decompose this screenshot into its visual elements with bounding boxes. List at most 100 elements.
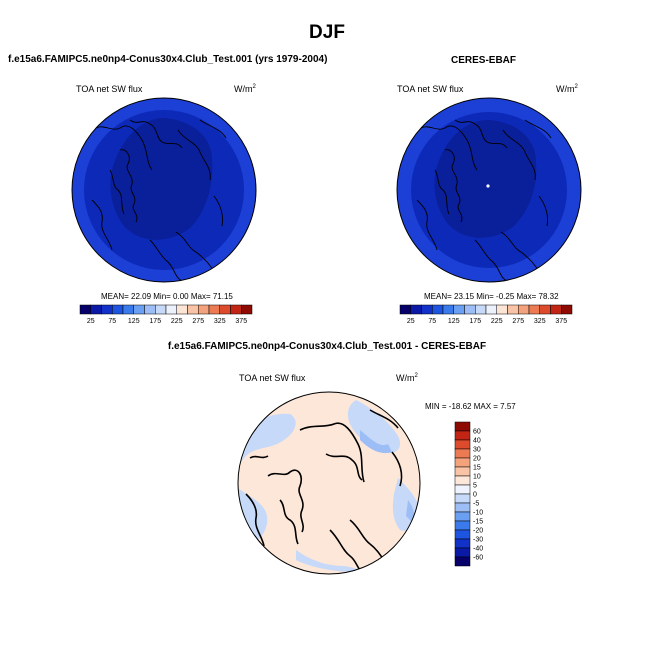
diff-colorbar-tick-label: -15: [473, 519, 483, 526]
diff-colorbar-swatch: [454, 511, 471, 522]
min-marker: [486, 184, 490, 188]
obs-colorbar-tick-label: 375: [555, 318, 567, 325]
contour-zone-0-25: [434, 120, 537, 238]
obs-colorbar-tick-label: 75: [428, 318, 436, 325]
obs-stats: MEAN= 23.15 Min= -0.25 Max= 78.32: [424, 292, 559, 301]
diff-colorbar-swatch: [454, 430, 471, 441]
model-colorbar-swatch: [198, 304, 210, 315]
model-colorbar-swatch: [90, 304, 102, 315]
diff-colorbar-swatch: [454, 421, 471, 432]
model-stats: MEAN= 22.09 Min= 0.00 Max= 71.15: [101, 292, 233, 301]
diff-colorbar-tick-label: 5: [473, 483, 477, 490]
model-colorbar-tick-label: 325: [214, 318, 226, 325]
diff-colorbar-swatch: [454, 448, 471, 459]
diff-colorbar-tick-label: 60: [473, 429, 481, 436]
obs-colorbar-swatch: [496, 304, 508, 315]
diff-colorbar-swatch: [454, 475, 471, 486]
obs-colorbar-swatch: [432, 304, 444, 315]
contour-zone-neg10-neg5: [296, 550, 361, 573]
obs-colorbar-swatch: [442, 304, 454, 315]
model-colorbar: 25 75 125 175 225 275 325 375: [79, 304, 253, 325]
model-colorbar-swatch: [241, 304, 253, 315]
diff-colorbar-swatch: [454, 556, 471, 567]
diff-colorbar-swatch: [454, 547, 471, 558]
diff-colorbar: 60 40 30 20 15 10 5 0 -5 -10 -15 -20 -30 -40 -60: [454, 421, 483, 567]
obs-colorbar-swatch: [507, 304, 519, 315]
contour-zone-neg10-neg5: [347, 400, 401, 454]
diff-stats: MIN = -18.62 MAX = 7.57: [425, 402, 516, 411]
diff-colorbar-swatch: [454, 520, 471, 531]
model-colorbar-tick-label: 75: [108, 318, 116, 325]
diff-colorbar-swatch: [454, 538, 471, 549]
diff-colorbar-tick-label: -30: [473, 537, 483, 544]
diff-colorbar-tick-label: -40: [473, 546, 483, 553]
obs-colorbar-swatch: [421, 304, 433, 315]
model-colorbar-tick-label: 125: [128, 318, 140, 325]
obs-panel-title: CERES-EBAF: [451, 55, 517, 66]
obs-colorbar-swatch: [485, 304, 497, 315]
obs-colorbar-swatch: [453, 304, 465, 315]
model-coastlines: [91, 119, 227, 282]
obs-colorbar-swatch: [464, 304, 476, 315]
model-panel-title: f.e15a6.FAMIPC5.ne0np4-Conus30x4.Club_Te…: [8, 54, 328, 65]
obs-colorbar-tick-label: 125: [448, 318, 460, 325]
obs-coastlines: [416, 119, 552, 282]
model-polar-map: [71, 97, 257, 283]
obs-colorbar-tick-label: 325: [534, 318, 546, 325]
diff-colorbar-tick-label: -60: [473, 555, 483, 562]
diff-variable-label: TOA net SW flux: [239, 373, 306, 383]
obs-colorbar-swatch: [561, 304, 573, 315]
figure-title: DJF: [309, 22, 345, 43]
diff-colorbar-tick-label: 40: [473, 438, 481, 445]
model-colorbar-swatch: [176, 304, 188, 315]
model-units-label: W/m2: [234, 84, 256, 94]
diff-colorbar-swatch: [454, 466, 471, 477]
model-colorbar-swatch: [219, 304, 231, 315]
model-colorbar-tick-label: 275: [192, 318, 204, 325]
diff-polar-map: [237, 391, 421, 575]
obs-variable-label: TOA net SW flux: [397, 84, 464, 94]
diff-colorbar-tick-label: -5: [473, 501, 479, 508]
obs-units-label: W/m2: [556, 84, 578, 94]
model-colorbar-swatch: [101, 304, 113, 315]
model-colorbar-swatch: [155, 304, 167, 315]
obs-colorbar-tick-label: 175: [469, 318, 481, 325]
model-colorbar-tick-label: 175: [149, 318, 161, 325]
diff-colorbar-swatch: [454, 439, 471, 450]
diff-colorbar-tick-label: 0: [473, 492, 477, 499]
model-colorbar-swatch: [79, 304, 91, 315]
obs-colorbar-tick-label: 275: [512, 318, 524, 325]
obs-polar-map: [396, 97, 582, 283]
obs-colorbar-swatch: [399, 304, 411, 315]
diff-colorbar-swatch: [454, 457, 471, 468]
diff-colorbar-tick-label: 20: [473, 456, 481, 463]
contour-zone-0-25: [110, 118, 213, 240]
diff-colorbar-tick-label: -20: [473, 528, 483, 535]
obs-colorbar-swatch: [518, 304, 530, 315]
diff-colorbar-swatch: [454, 529, 471, 540]
diff-colorbar-swatch: [454, 484, 471, 495]
diff-colorbar-tick-label: 15: [473, 465, 481, 472]
diff-panel-title: f.e15a6.FAMIPC5.ne0np4-Conus30x4.Club_Te…: [167, 341, 487, 352]
model-colorbar-swatch: [112, 304, 124, 315]
diff-colorbar-swatch: [454, 493, 471, 504]
model-colorbar-swatch: [133, 304, 145, 315]
diff-colorbar-tick-label: 10: [473, 474, 481, 481]
contour-zone-neg15-neg10: [360, 430, 392, 454]
model-colorbar-tick-label: 375: [235, 318, 247, 325]
model-variable-label: TOA net SW flux: [76, 84, 143, 94]
model-colorbar-swatch: [187, 304, 199, 315]
obs-colorbar-swatch: [539, 304, 551, 315]
model-colorbar-swatch: [144, 304, 156, 315]
model-colorbar-swatch: [230, 304, 242, 315]
obs-colorbar-swatch: [475, 304, 487, 315]
contour-zone-neg15-neg10: [406, 500, 415, 522]
model-colorbar-swatch: [122, 304, 134, 315]
obs-colorbar-swatch: [410, 304, 422, 315]
diff-units-label: W/m2: [396, 373, 418, 383]
obs-colorbar: 25 75 125 175 225 275 325 375: [399, 304, 573, 325]
obs-colorbar-tick-label: 25: [407, 318, 415, 325]
model-colorbar-swatch: [208, 304, 220, 315]
model-colorbar-tick-label: 25: [87, 318, 95, 325]
